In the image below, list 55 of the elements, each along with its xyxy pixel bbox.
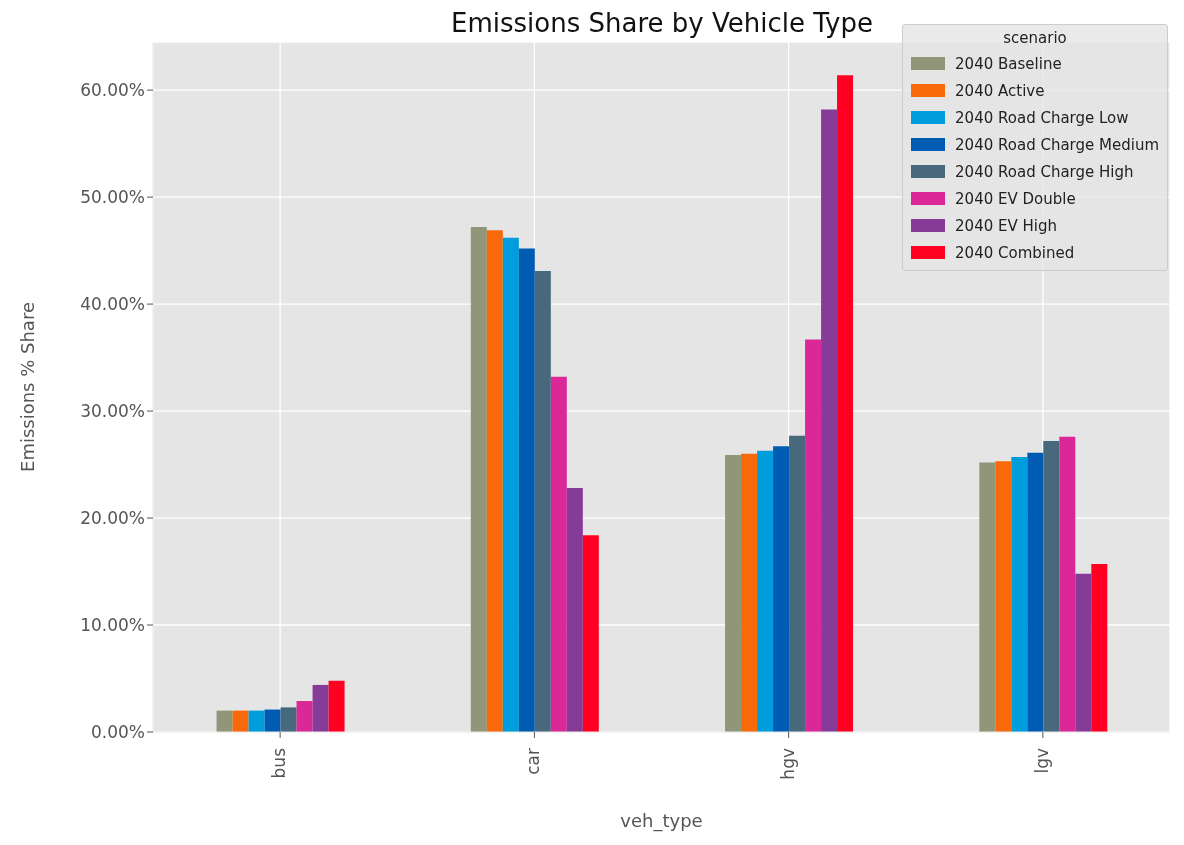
y-tick-label: 0.00% — [90, 722, 145, 743]
x-tick-label: car — [523, 748, 544, 775]
bar — [280, 707, 297, 732]
bar — [486, 230, 503, 732]
x-axis-title: veh_type — [620, 810, 703, 832]
bar — [1091, 564, 1108, 732]
legend-label: 2040 Road Charge Medium — [955, 135, 1159, 154]
bar — [264, 709, 281, 732]
bar — [1075, 573, 1092, 732]
bar — [1043, 441, 1060, 732]
y-tick-label: 10.00% — [80, 615, 145, 636]
bar — [328, 680, 345, 732]
bar — [518, 248, 535, 732]
bar — [296, 700, 313, 732]
bar — [312, 684, 329, 732]
bar — [1059, 436, 1076, 732]
bar — [979, 462, 996, 732]
bar — [534, 270, 551, 732]
bar — [1011, 457, 1028, 732]
bar — [502, 237, 519, 732]
bar — [232, 710, 249, 732]
bar — [821, 109, 838, 732]
bar — [248, 710, 265, 732]
bar — [470, 227, 487, 732]
legend-label: 2040 Active — [955, 81, 1045, 100]
legend-label: 2040 EV High — [955, 216, 1058, 235]
bar — [757, 450, 774, 732]
legend-label: 2040 Combined — [955, 243, 1075, 262]
y-tick-label: 20.00% — [80, 508, 145, 529]
legend-label: 2040 Road Charge High — [955, 162, 1134, 181]
x-tick-label: hgv — [777, 748, 798, 780]
y-tick-label: 50.00% — [80, 187, 145, 208]
bar — [550, 376, 567, 732]
legend-label: 2040 Baseline — [955, 54, 1062, 73]
bar — [837, 75, 854, 732]
bar — [216, 710, 233, 732]
bar — [566, 488, 583, 732]
x-tick-label: lgv — [1031, 748, 1052, 774]
bar — [773, 446, 790, 732]
y-tick-label: 60.00% — [80, 80, 145, 101]
bar — [725, 454, 742, 732]
bar — [741, 453, 758, 732]
legend-title: scenario — [1002, 29, 1068, 47]
x-tick-label: bus — [269, 747, 290, 779]
chart-title: Emissions Share by Vehicle Type — [451, 8, 873, 38]
bar — [789, 435, 806, 732]
y-tick-label: 30.00% — [80, 401, 145, 422]
y-axis-title: Emissions % Share — [17, 302, 39, 472]
legend-label: 2040 EV Double — [955, 189, 1076, 208]
bar — [995, 461, 1012, 732]
bar — [582, 535, 599, 732]
bar — [805, 339, 822, 732]
legend-label: 2040 Road Charge Low — [955, 108, 1129, 127]
y-tick-label: 40.00% — [80, 294, 145, 315]
bar — [1027, 452, 1044, 732]
